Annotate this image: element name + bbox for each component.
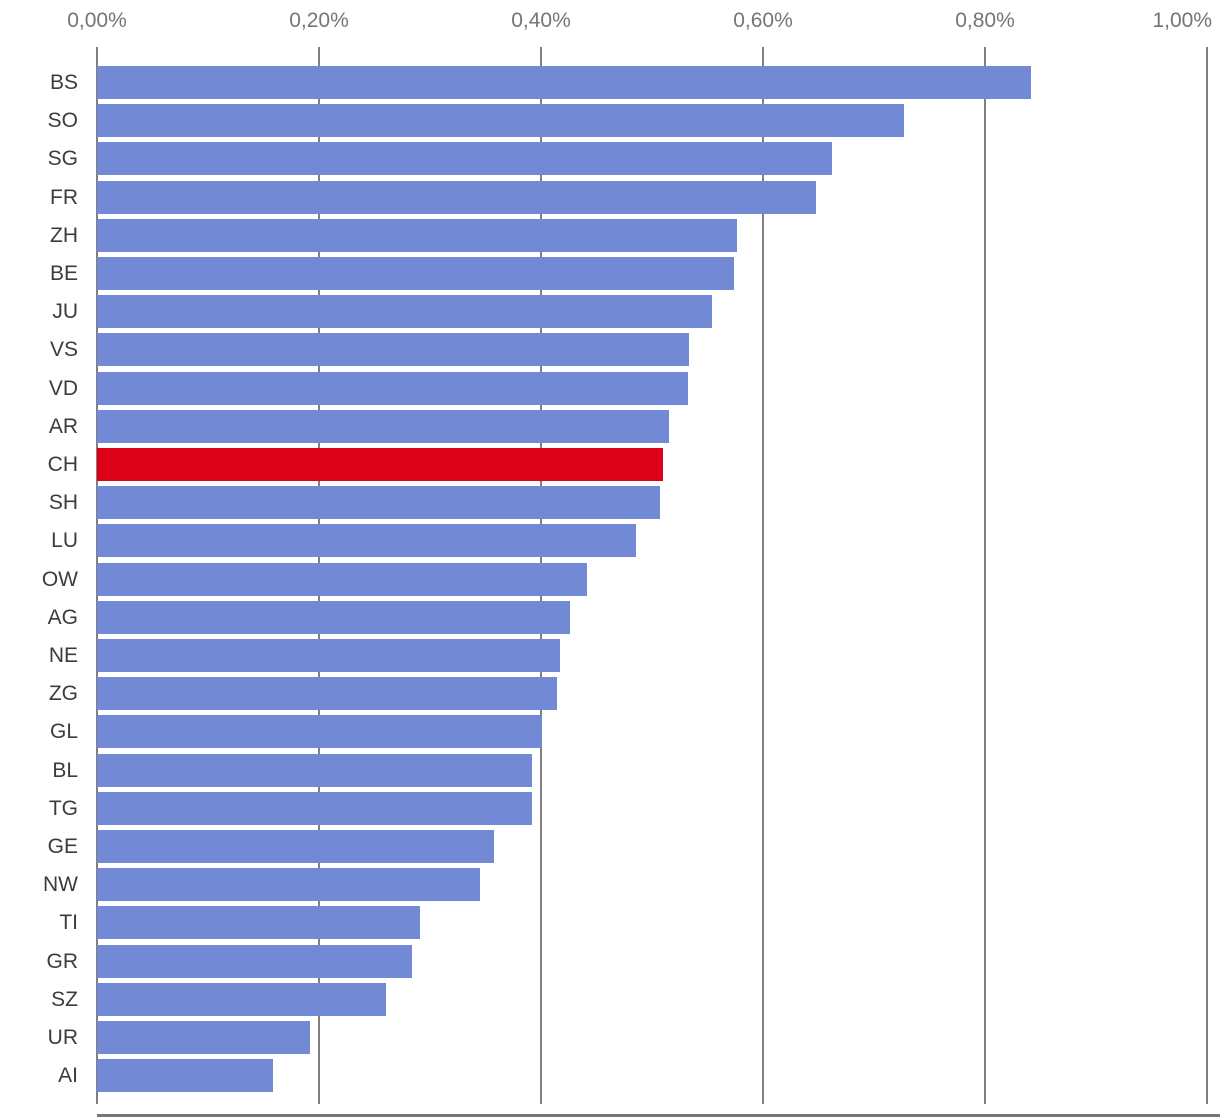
category-label-ag: AG <box>47 606 78 629</box>
bar-lu <box>97 524 636 557</box>
category-label-bs: BS <box>49 71 78 94</box>
x-tick-label: 0,20% <box>289 9 349 32</box>
category-label-lu: LU <box>51 529 78 552</box>
category-label-ne: NE <box>48 644 78 667</box>
bar-highlight-ch <box>97 448 663 481</box>
bar-sg <box>97 142 832 175</box>
bar-zg <box>97 677 557 710</box>
category-label-so: SO <box>47 109 78 132</box>
bar-ju <box>97 295 712 328</box>
category-label-ju: JU <box>52 300 78 323</box>
bar-vd <box>97 372 688 405</box>
bar-bs <box>97 66 1031 99</box>
x-tick-mark <box>1206 47 1208 62</box>
category-label-ch: CH <box>47 453 78 476</box>
bar-ge <box>97 830 494 863</box>
bar-sh <box>97 486 660 519</box>
category-label-tg: TG <box>48 797 78 820</box>
x-tick-mark <box>96 47 98 62</box>
category-label-vd: VD <box>48 377 78 400</box>
bar-so <box>97 104 904 137</box>
category-label-vs: VS <box>49 338 78 361</box>
plot-area <box>96 62 1220 1104</box>
bar-ar <box>97 410 669 443</box>
category-label-zh: ZH <box>50 224 78 247</box>
bar-ur <box>97 1021 310 1054</box>
category-label-fr: FR <box>50 186 78 209</box>
category-label-ti: TI <box>59 911 78 934</box>
bar-nw <box>97 868 480 901</box>
x-tick-mark <box>984 47 986 62</box>
category-label-sh: SH <box>48 491 78 514</box>
bottom-axis-line <box>97 1114 1220 1117</box>
x-tick-label: 0,80% <box>955 9 1015 32</box>
bar-ag <box>97 601 570 634</box>
bar-gl <box>97 715 542 748</box>
category-label-bl: BL <box>52 759 78 782</box>
x-tick-mark <box>540 47 542 62</box>
x-tick-label: 0,00% <box>67 9 127 32</box>
bar-ai <box>97 1059 273 1092</box>
x-tick-mark <box>762 47 764 62</box>
bar-ow <box>97 563 587 596</box>
bar-be <box>97 257 734 290</box>
category-label-zg: ZG <box>48 682 78 705</box>
category-label-ur: UR <box>47 1026 78 1049</box>
category-label-gr: GR <box>46 950 79 973</box>
x-tick-label: 1,00% <box>1152 9 1212 32</box>
gridline <box>984 62 986 1104</box>
category-label-ow: OW <box>41 568 78 591</box>
bar-zh <box>97 219 737 252</box>
x-tick-mark <box>318 47 320 62</box>
category-label-ai: AI <box>58 1064 78 1087</box>
category-label-gl: GL <box>49 720 78 743</box>
x-tick-label: 0,40% <box>511 9 571 32</box>
bar-vs <box>97 333 689 366</box>
category-label-be: BE <box>49 262 78 285</box>
category-label-nw: NW <box>43 873 78 896</box>
bar-sz <box>97 983 386 1016</box>
category-label-sg: SG <box>47 147 78 170</box>
bar-ne <box>97 639 560 672</box>
x-tick-label: 0,60% <box>733 9 793 32</box>
gridline <box>1206 62 1208 1104</box>
gridline <box>762 62 764 1104</box>
bar-bl <box>97 754 532 787</box>
category-label-ar: AR <box>48 415 78 438</box>
category-label-ge: GE <box>47 835 78 858</box>
bar-ti <box>97 906 420 939</box>
bar-fr <box>97 181 816 214</box>
category-label-sz: SZ <box>51 988 78 1011</box>
bar-gr <box>97 945 412 978</box>
bar-tg <box>97 792 532 825</box>
